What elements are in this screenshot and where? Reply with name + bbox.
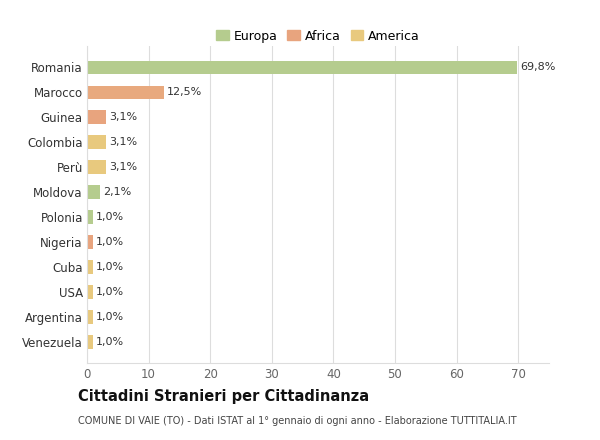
Bar (87, 235, 93, 249)
Text: Cittadini Stranieri per Cittadinanza: Cittadini Stranieri per Cittadinanza (78, 389, 369, 404)
Text: 3,1%: 3,1% (109, 162, 137, 172)
Text: 12,5%: 12,5% (167, 88, 202, 97)
Bar (87, 210, 93, 224)
Bar (87, 136, 106, 149)
Bar (87, 285, 93, 299)
Bar (87, 335, 93, 348)
Text: COMUNE DI VAIE (TO) - Dati ISTAT al 1° gennaio di ogni anno - Elaborazione TUTTI: COMUNE DI VAIE (TO) - Dati ISTAT al 1° g… (78, 416, 517, 426)
Text: 1,0%: 1,0% (96, 287, 124, 297)
Text: 1,0%: 1,0% (96, 237, 124, 247)
Text: 69,8%: 69,8% (520, 62, 556, 73)
Bar (87, 260, 93, 274)
Legend: Europa, Africa, America: Europa, Africa, America (214, 27, 422, 45)
Bar (87, 85, 164, 99)
Bar (87, 110, 106, 124)
Text: 3,1%: 3,1% (109, 112, 137, 122)
Text: 1,0%: 1,0% (96, 312, 124, 322)
Text: 2,1%: 2,1% (103, 187, 131, 197)
Bar (87, 160, 106, 174)
Bar (87, 310, 93, 324)
Text: 1,0%: 1,0% (96, 212, 124, 222)
Text: 1,0%: 1,0% (96, 262, 124, 272)
Bar (87, 61, 517, 74)
Text: 1,0%: 1,0% (96, 337, 124, 347)
Text: 3,1%: 3,1% (109, 137, 137, 147)
Bar (87, 185, 100, 199)
